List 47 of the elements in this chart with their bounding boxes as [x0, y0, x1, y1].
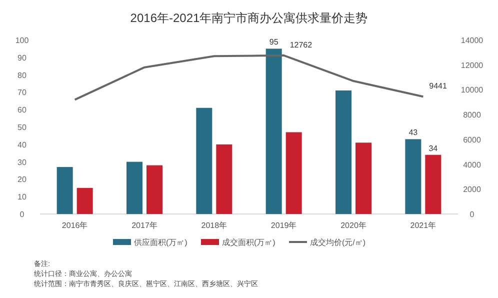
x-tick-label: 2017年	[132, 221, 158, 230]
y-tick-label: 0	[20, 210, 25, 219]
bar	[126, 162, 142, 214]
x-tick-label: 2016年	[62, 221, 88, 230]
data-label: 12762	[290, 40, 313, 50]
bar	[196, 108, 212, 214]
bar	[146, 165, 162, 214]
y2-tick-label: 10000	[460, 86, 484, 95]
bar	[76, 188, 93, 214]
x-tick-label: 2019年	[270, 221, 297, 230]
bar	[216, 144, 232, 214]
x-tick-label: 2020年	[340, 221, 366, 230]
data-label: 43	[408, 128, 418, 138]
x-tick-label: 2021年	[410, 221, 436, 230]
y-tick-label: 70	[18, 88, 27, 98]
y2-tick-label: 2000	[463, 185, 482, 194]
bar	[266, 48, 282, 214]
y-tick-label: 40	[18, 140, 27, 150]
line-series	[74, 54, 424, 101]
y2-tick-label: 14000	[460, 36, 484, 45]
y2-tick-label: 6000	[463, 135, 482, 144]
y-tick-label: 80	[18, 70, 27, 80]
bar	[286, 132, 302, 214]
y-tick-label: 90	[18, 53, 27, 62]
legend-label: 供应面积(万㎡)	[134, 238, 188, 247]
data-label: 95	[269, 38, 279, 47]
y2-tick-label: 0	[470, 210, 475, 219]
y-tick-label: 20	[18, 175, 27, 184]
y-tick-label: 60	[18, 106, 27, 115]
data-label: 34	[428, 144, 438, 153]
chart-title: 2016年-2021年南宁市商办公寓供求量价走势	[130, 11, 368, 25]
bar	[425, 154, 442, 214]
y2-tick-label: 4000	[463, 160, 482, 170]
y-tick-label: 50	[18, 123, 27, 132]
bar	[356, 142, 372, 214]
bar	[56, 167, 73, 214]
y-tick-label: 30	[18, 158, 27, 167]
y-tick-label: 10	[18, 192, 27, 202]
bar	[336, 90, 352, 214]
y-tick-label: 100	[15, 36, 30, 45]
x-tick-label: 2018年	[201, 221, 228, 230]
data-label: 9441	[429, 82, 448, 91]
legend-label: 成交均价(元/㎡)	[310, 238, 366, 247]
y2-tick-label: 12000	[460, 60, 484, 70]
legend-label: 成交面积(万㎡)	[222, 238, 276, 247]
y2-tick-label: 8000	[463, 110, 482, 120]
bar	[405, 139, 422, 214]
